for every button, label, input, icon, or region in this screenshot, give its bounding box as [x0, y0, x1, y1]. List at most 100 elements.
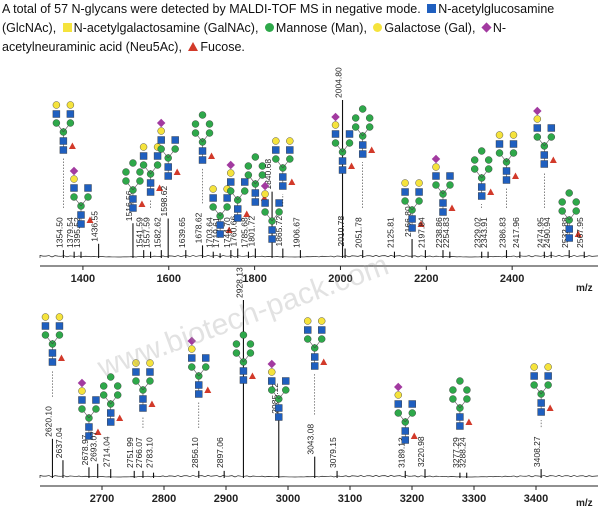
glcnac-residue: [234, 214, 242, 222]
peak-label: 1719.61: [211, 217, 221, 248]
glcnac-residue: [234, 205, 242, 213]
mannose-residue: [55, 331, 64, 339]
peak-label: 2329.02: [473, 217, 483, 248]
glcnac-residue: [530, 372, 538, 380]
glcnac-residue: [408, 224, 416, 232]
mannose-residue: [565, 189, 573, 197]
peak-label: 1639.65: [177, 217, 187, 248]
peak-label: 2620.10: [43, 406, 53, 437]
peak-label: 1760.66: [229, 216, 239, 247]
glcnac-residue: [502, 176, 511, 184]
fucose-residue: [116, 414, 124, 421]
galactose-residue: [52, 101, 61, 109]
glcnac-residue: [241, 178, 249, 186]
glycan-structure: [139, 143, 164, 196]
peak-label: 1906.67: [291, 217, 301, 248]
glycan-structure: [530, 363, 554, 416]
glcnac-residue: [164, 172, 172, 180]
mannose-residue: [415, 197, 423, 205]
glcnac-residue: [198, 156, 207, 164]
peak-label: 2238.86: [434, 217, 444, 248]
peak-label: 3043.08: [306, 424, 316, 455]
glcnac-residue: [195, 381, 203, 389]
mannose-residue: [275, 208, 283, 216]
glycan-structure: [132, 359, 156, 412]
peak-label: 1801.72: [246, 216, 256, 247]
peak-label: 2928.13: [234, 267, 244, 298]
peak-label: 3079.15: [328, 437, 338, 468]
mannose-residue: [223, 203, 231, 211]
legend-galactose: Galactose (Gal): [384, 21, 472, 35]
glycan-structure: [267, 359, 290, 421]
glcnac-residue: [84, 184, 92, 192]
glycan-structure: [156, 118, 181, 180]
peak-label: 2343.91: [479, 217, 489, 248]
mannose-residue: [547, 133, 556, 141]
glcnac-residue: [272, 146, 280, 154]
spectrum-panel-1: 1400 1600 1800 2000 2200 2400 m/z 1354.50 1379.5…: [39, 67, 599, 294]
mannose-residue: [251, 153, 260, 161]
glcnac-residue: [129, 204, 137, 212]
galactose-residue: [66, 101, 75, 109]
mannose-residue: [484, 165, 493, 173]
galactose-residue: [509, 131, 518, 139]
glcnac-residue: [565, 225, 573, 233]
baseline-trace: [39, 475, 599, 478]
glcnac-residue: [157, 136, 165, 144]
glcnac-residue: [394, 400, 402, 408]
glcnac-residue: [537, 408, 545, 416]
mannose-residue: [92, 405, 100, 413]
glycan-structure: [449, 377, 473, 430]
glycan-structure: [304, 317, 328, 370]
galactose-residue: [318, 317, 326, 325]
mannose-residue: [304, 335, 312, 343]
glycan-structure: [77, 378, 102, 440]
galactose-residue: [544, 363, 552, 371]
glcnac-residue: [311, 362, 319, 370]
peak-label: 2125.81: [385, 217, 395, 248]
peak-label: 1785.68: [239, 217, 249, 248]
legend-neu5ac: N-acetylneuraminic acid (Neu5Ac): [2, 21, 507, 54]
legend-fucose: Fucose.: [200, 40, 245, 54]
glycan-structure: [394, 382, 418, 444]
fucose-residue: [148, 400, 156, 407]
peak-label: 1354.50: [54, 217, 64, 248]
glcnac-residue: [540, 151, 549, 159]
glcnac-residue: [139, 152, 148, 160]
fucose-residue: [243, 210, 251, 217]
glycan-structure: [533, 106, 557, 168]
glcnac-residue: [41, 322, 50, 330]
mannose-residue: [100, 382, 108, 390]
mannose-residue: [100, 391, 108, 399]
glycan-structure: [69, 166, 94, 228]
neu5ac-residue: [394, 382, 403, 392]
peak-label: 2004.80: [334, 67, 344, 98]
glcnac-residue: [85, 432, 93, 440]
galactose-residue: [415, 179, 423, 187]
fucose-residue: [368, 146, 376, 153]
mannose-residue: [146, 377, 154, 385]
glcnac-residue: [227, 178, 235, 186]
glcnac-residue: [146, 368, 154, 376]
mannose-residue: [456, 377, 464, 385]
fucose-residue: [86, 216, 94, 223]
galactose-residue: [132, 359, 140, 367]
peak-label: 2897.06: [215, 437, 225, 468]
x-tick-label: 1400: [71, 273, 95, 285]
mannose-residue: [463, 386, 471, 394]
galactose-residue: [530, 363, 538, 371]
mannose-residue: [114, 382, 122, 390]
mannose-residue: [318, 335, 326, 343]
glcnac-residue: [432, 172, 440, 180]
glcnac-residue: [209, 194, 217, 202]
fucose-residue: [208, 152, 216, 159]
glcnac-residue: [164, 163, 172, 171]
mannose-residue: [331, 139, 340, 147]
mannose-residue: [171, 145, 179, 153]
mannose-residue: [157, 145, 165, 153]
glcnac-residue: [415, 188, 423, 196]
glcnac-residue: [59, 137, 68, 145]
mannose-residue: [84, 193, 92, 201]
peak-label: 2985.12: [270, 383, 280, 414]
glcnac-residue: [70, 184, 78, 192]
